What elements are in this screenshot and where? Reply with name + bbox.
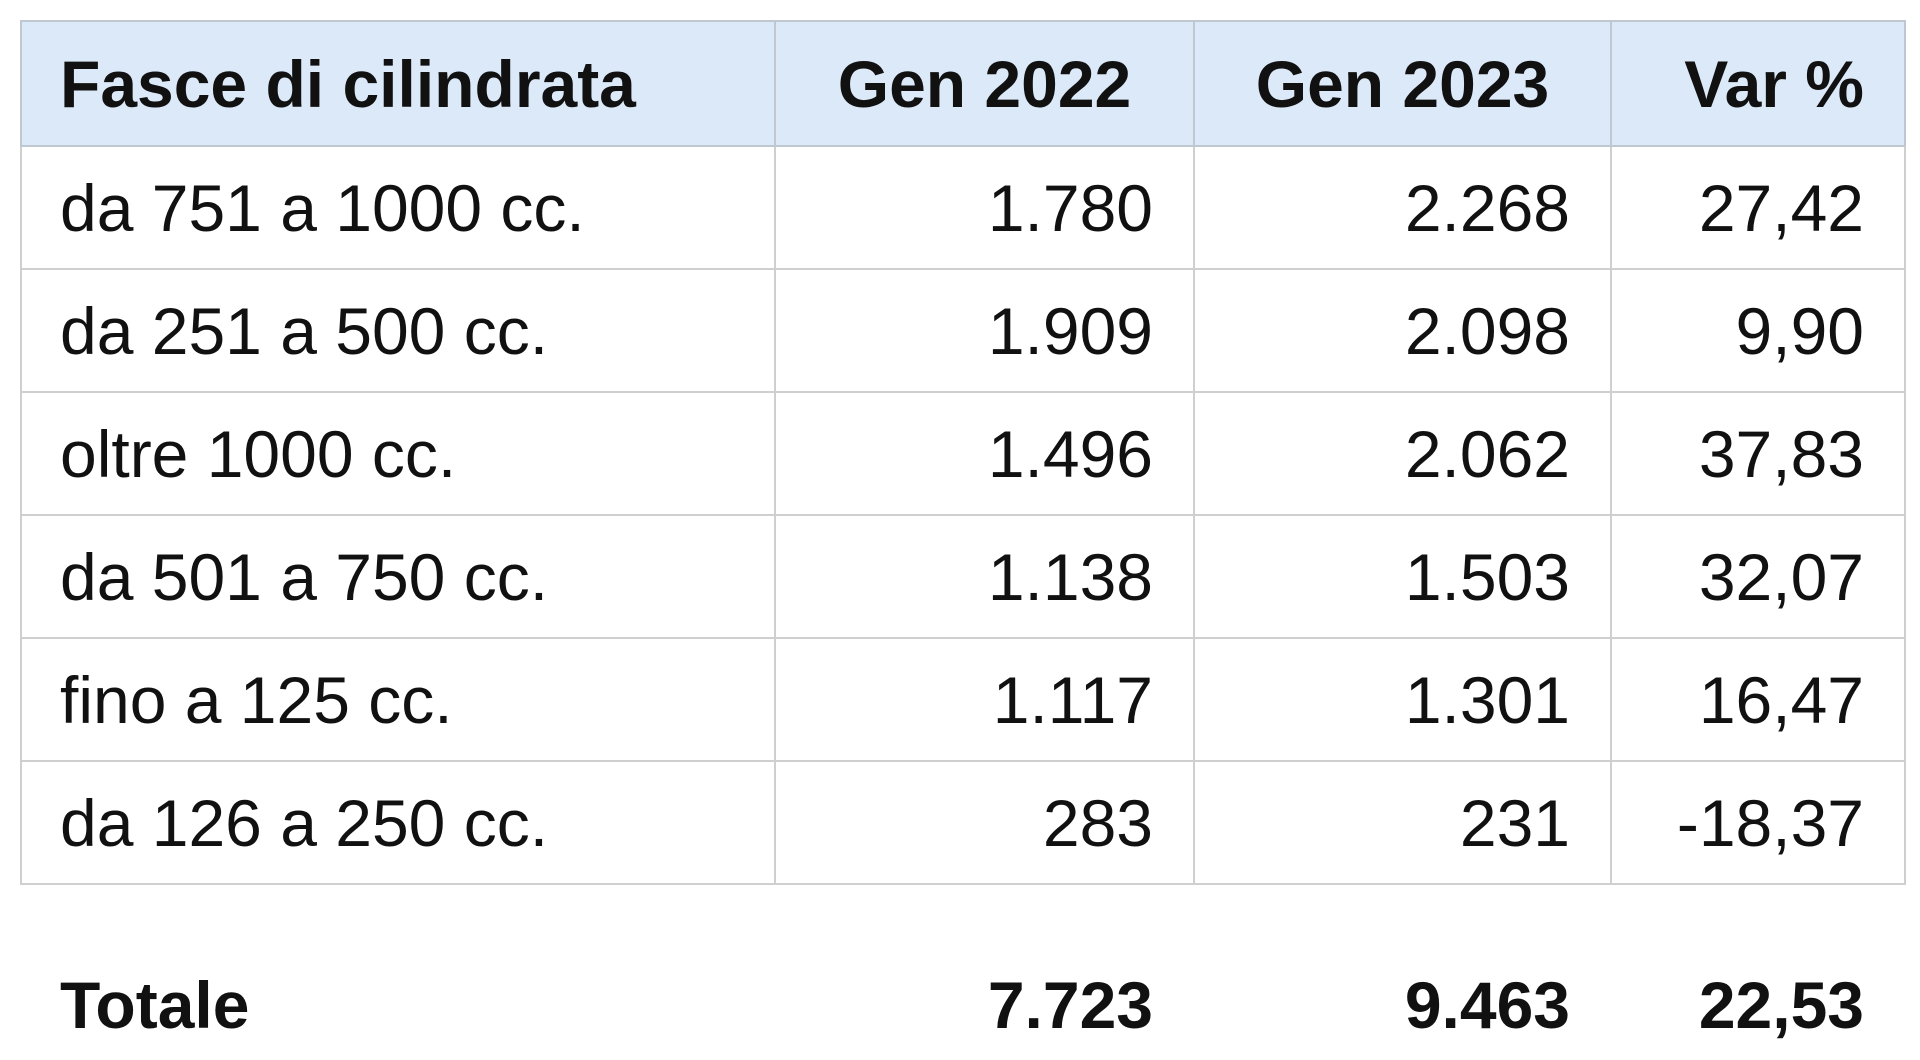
table-cell: fino a 125 cc. <box>20 637 776 762</box>
table-row: da 751 a 1000 cc. 1.780 2.268 27,42 <box>20 145 1906 270</box>
table-cell: 1.301 <box>1193 637 1612 762</box>
table-cell: 2.268 <box>1193 145 1612 270</box>
table-row: da 501 a 750 cc. 1.138 1.503 32,07 <box>20 514 1906 639</box>
table-cell: 2.098 <box>1193 268 1612 393</box>
table-cell: 37,83 <box>1610 391 1906 516</box>
total-cell: 9.463 <box>1404 968 1570 1042</box>
table-cell: 1.780 <box>774 145 1195 270</box>
header-cell: Gen 2022 <box>774 20 1195 147</box>
table-row: da 251 a 500 cc. 1.909 2.098 9,90 <box>20 268 1906 393</box>
table-row: oltre 1000 cc. 1.496 2.062 37,83 <box>20 391 1906 516</box>
header-row: Fasce di cilindrata Gen 2022 Gen 2023 Var % <box>20 20 1906 147</box>
table-cell: da 501 a 750 cc. <box>20 514 776 639</box>
table-cell: 27,42 <box>1610 145 1906 270</box>
table-cell: 9,90 <box>1610 268 1906 393</box>
table-cell: -18,37 <box>1610 760 1906 885</box>
total-cell: 7.723 <box>987 968 1153 1042</box>
table-row: da 126 a 250 cc. 283 231 -18,37 <box>20 760 1906 885</box>
table-cell: da 751 a 1000 cc. <box>20 145 776 270</box>
total-table: Totale 7.723 9.463 22,53 <box>20 950 1904 1060</box>
table-cell: da 251 a 500 cc. <box>20 268 776 393</box>
table-cell: 1.117 <box>774 637 1195 762</box>
table-cell: 16,47 <box>1610 637 1906 762</box>
total-cell: 22,53 <box>1698 968 1864 1042</box>
total-cell: Totale <box>60 968 250 1042</box>
table-cell: 1.909 <box>774 268 1195 393</box>
table-cell: oltre 1000 cc. <box>20 391 776 516</box>
table-cell: 1.138 <box>774 514 1195 639</box>
table-row: fino a 125 cc. 1.117 1.301 16,47 <box>20 637 1906 762</box>
table-cell: 283 <box>774 760 1195 885</box>
header-cell: Fasce di cilindrata <box>20 20 776 147</box>
table-cell: 1.503 <box>1193 514 1612 639</box>
table-cell: 231 <box>1193 760 1612 885</box>
table-cell: da 126 a 250 cc. <box>20 760 776 885</box>
header-cell: Gen 2023 <box>1193 20 1612 147</box>
table-cell: 32,07 <box>1610 514 1906 639</box>
header-cell: Var % <box>1610 20 1906 147</box>
table-cell: 2.062 <box>1193 391 1612 516</box>
data-table: Fasce di cilindrata Gen 2022 Gen 2023 Var %… <box>20 20 1906 885</box>
total-row: Totale 7.723 9.463 22,53 <box>20 950 1904 1060</box>
table-cell: 1.496 <box>774 391 1195 516</box>
